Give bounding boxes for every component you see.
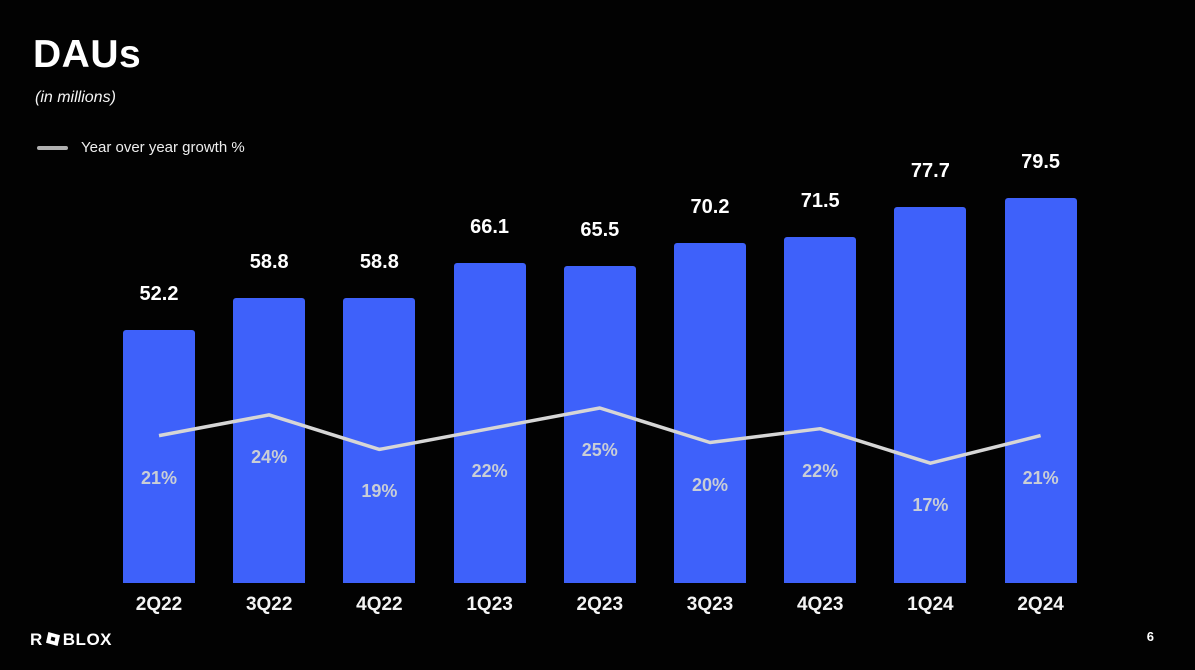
value-label-2Q22: 52.2 [139,283,179,306]
value-label-4Q23: 71.5 [800,189,840,212]
value-label-3Q23: 70.2 [690,195,730,218]
x-axis-label-2Q22: 2Q22 [135,594,183,615]
roblox-tilted-square-icon [45,632,60,646]
x-axis-label-1Q23: 1Q23 [466,594,513,615]
growth-label-4Q23: 22% [802,460,839,481]
x-axis-label-2Q23: 2Q23 [576,594,624,615]
value-label-1Q24: 77.7 [910,159,950,182]
value-label-3Q22: 58.8 [249,251,289,274]
x-axis-label-4Q23: 4Q23 [796,594,844,615]
roblox-logo: R BLOX [30,630,112,650]
x-axis-label-4Q22: 4Q22 [356,594,403,615]
growth-label-2Q23: 25% [581,440,618,460]
value-label-2Q24: 79.5 [1021,150,1061,173]
bar-3Q23 [674,242,746,583]
growth-label-3Q22: 24% [251,446,288,467]
legend: Year over year growth % [37,139,245,156]
logo-text-blox: BLOX [62,630,113,649]
bar-3Q22 [233,298,306,583]
bar-4Q22 [343,298,416,583]
logo-text-r: R [30,630,43,649]
x-axis-label-1Q24: 1Q24 [907,594,954,615]
page-title: DAUs [33,33,142,76]
bar-2Q23 [563,265,636,583]
bar-1Q23 [453,262,526,583]
x-axis-label-2Q24: 2Q24 [1017,594,1064,615]
bar-1Q24 [894,206,967,583]
bar-2Q24 [1004,197,1077,583]
value-label-4Q22: 58.8 [359,251,399,274]
growth-label-3Q23: 20% [691,474,729,495]
growth-label-2Q24: 21% [1022,467,1059,488]
x-axis-label-3Q22: 3Q22 [245,594,293,615]
bar-2Q22 [123,330,195,583]
value-label-2Q23: 65.5 [580,218,620,241]
growth-label-4Q22: 19% [361,481,398,502]
growth-label-1Q24: 17% [912,495,949,516]
page-subtitle: (in millions) [35,89,116,106]
x-axis-label-3Q23: 3Q23 [686,594,734,615]
value-label-1Q23: 66.1 [470,215,510,238]
growth-label-2Q22: 21% [140,467,178,488]
bar-4Q23 [784,236,857,583]
growth-label-1Q23: 22% [471,460,508,481]
line-swatch-icon [37,145,68,150]
page-number: 6 [1146,629,1154,644]
legend-label: Year over year growth % [81,139,245,156]
